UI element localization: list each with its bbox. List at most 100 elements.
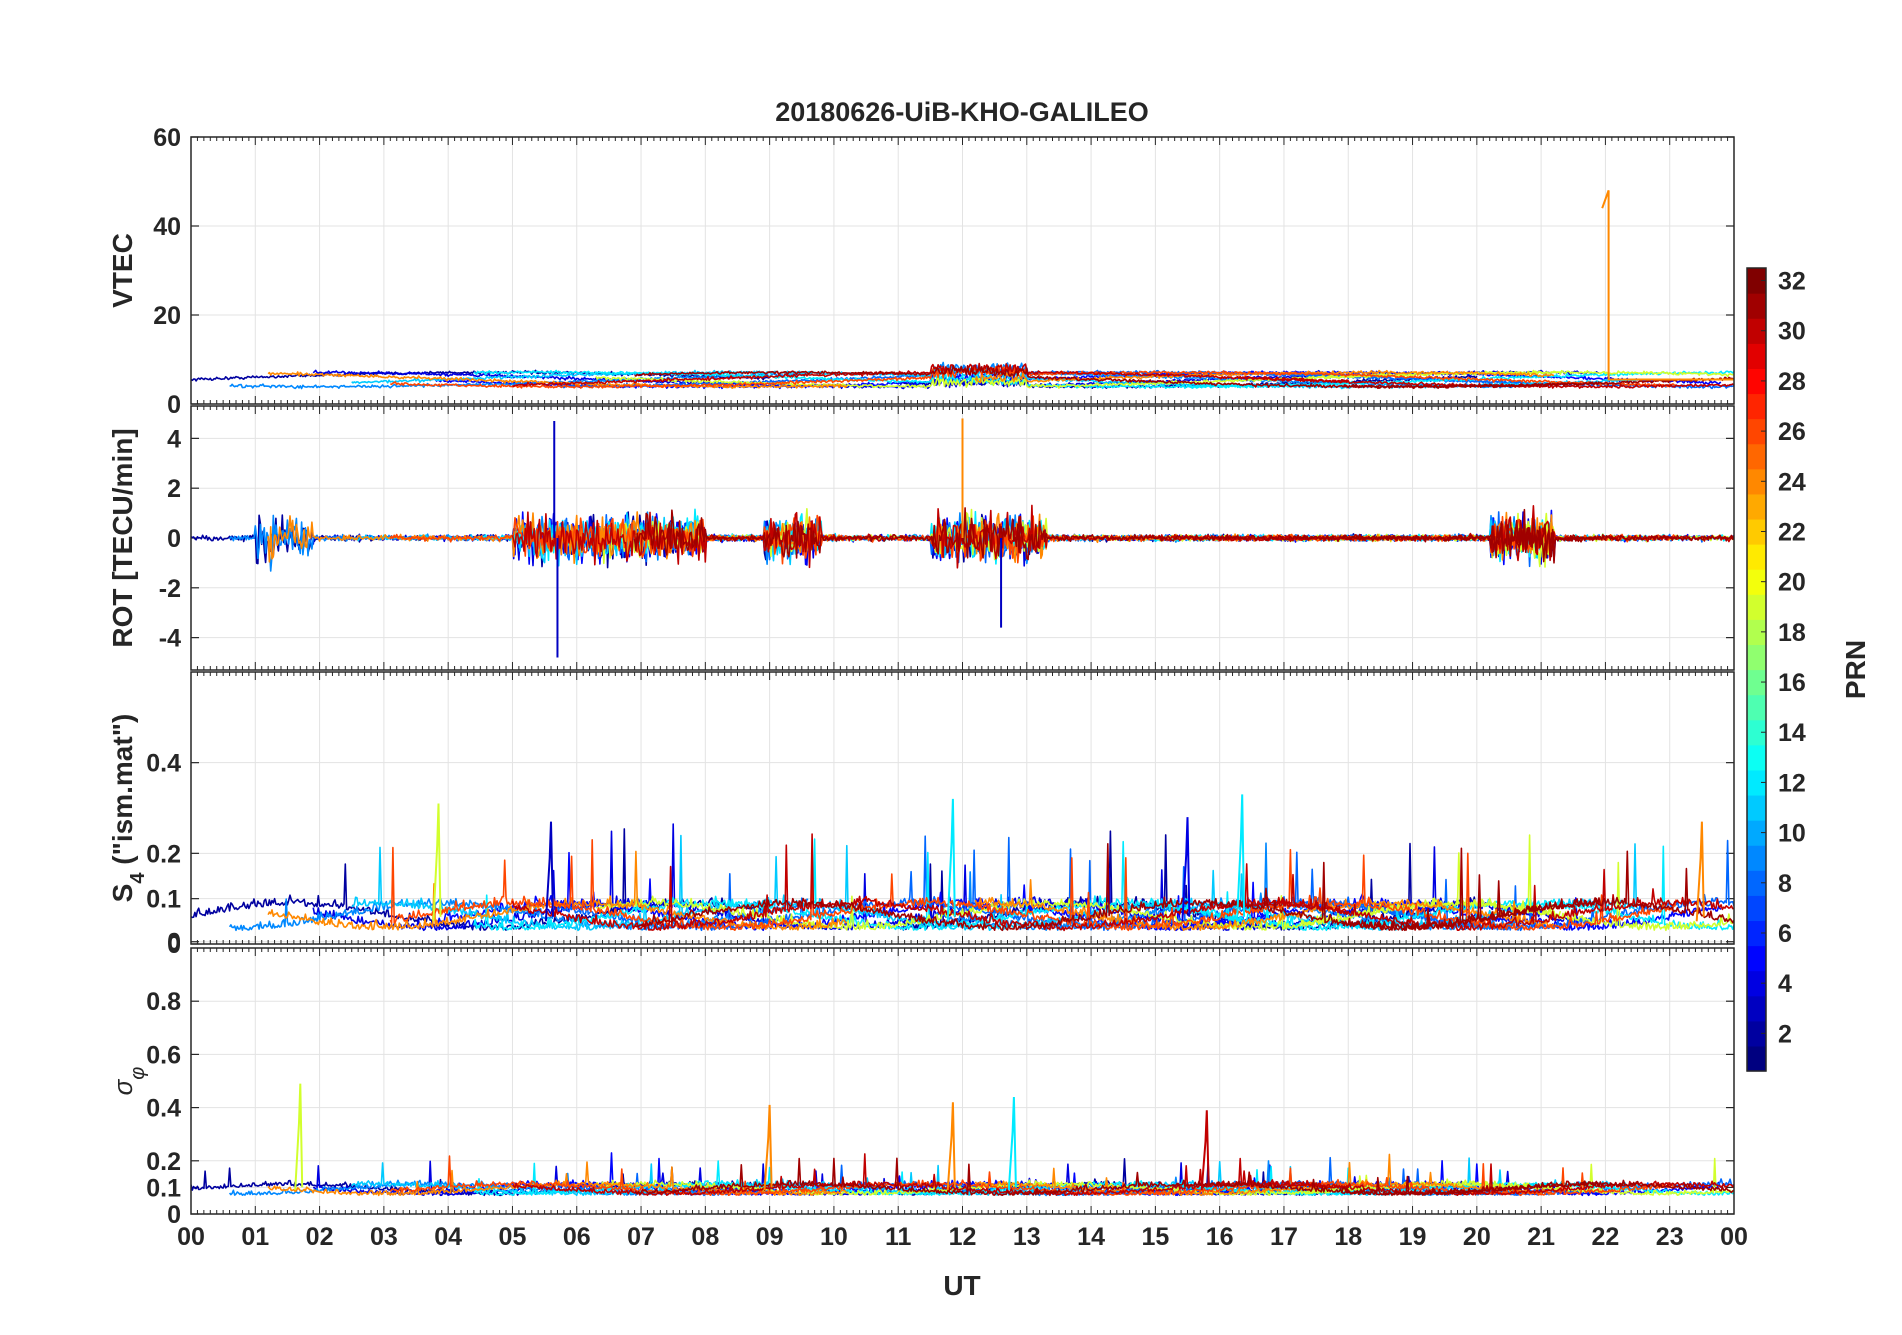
colorbar-cell bbox=[1747, 1020, 1766, 1047]
y-tick-label: 4 bbox=[167, 425, 181, 453]
x-axis-label: UT bbox=[943, 1270, 980, 1301]
colorbar-tick-label: 16 bbox=[1778, 669, 1806, 697]
series-prn-24 bbox=[974, 1153, 1555, 1197]
colorbar-cell bbox=[1747, 669, 1766, 696]
colorbar-cell bbox=[1747, 268, 1766, 294]
colorbar-cell bbox=[1747, 619, 1766, 646]
x-tick-label: 10 bbox=[820, 1223, 848, 1251]
colorbar-tick-label: 10 bbox=[1778, 820, 1806, 848]
y-tick-label: 0.4 bbox=[146, 750, 181, 778]
colorbar-cell bbox=[1747, 393, 1766, 420]
colorbar-tick-label: 28 bbox=[1778, 368, 1806, 396]
x-tick-label: 19 bbox=[1399, 1223, 1427, 1251]
ylabel-subscript: 4 bbox=[127, 872, 149, 884]
ylabel-rest: ("ism.mat") bbox=[107, 714, 138, 873]
peak-prn-4 bbox=[1181, 817, 1191, 922]
colorbar-cell bbox=[1747, 945, 1766, 972]
peak-prn-12 bbox=[1236, 794, 1246, 922]
x-tick-label: 22 bbox=[1592, 1223, 1620, 1251]
colorbar-cell bbox=[1747, 995, 1766, 1022]
colorbar-cell bbox=[1747, 368, 1766, 395]
x-tick-label: 00 bbox=[1720, 1223, 1748, 1251]
x-tick-label: 12 bbox=[949, 1223, 977, 1251]
y-tick-label: 0.6 bbox=[146, 1041, 181, 1069]
x-tick-label: 18 bbox=[1334, 1223, 1362, 1251]
ylabel-subscript: φ bbox=[127, 1067, 149, 1080]
x-tick-label: 01 bbox=[241, 1223, 269, 1251]
y-tick-label: 60 bbox=[153, 124, 181, 152]
x-tick-label: 13 bbox=[1013, 1223, 1041, 1251]
colorbar-tick-label: 20 bbox=[1778, 569, 1806, 597]
peak-prn-30 bbox=[1200, 1110, 1210, 1191]
x-tick-label: 17 bbox=[1270, 1223, 1298, 1251]
chart-title: 20180626-UiB-KHO-GALILEO bbox=[775, 97, 1149, 127]
colorbar-cell bbox=[1747, 694, 1766, 721]
panel-rot-frame bbox=[190, 405, 1735, 671]
y-tick-label: 0.4 bbox=[146, 1095, 181, 1123]
y-tick-label: 40 bbox=[153, 213, 181, 241]
series-prn-2 bbox=[191, 511, 771, 569]
y-tick-label: 0 bbox=[167, 391, 181, 419]
series-prn-12 bbox=[473, 369, 1310, 390]
colorbar-cell bbox=[1747, 493, 1766, 520]
x-axis: 00 01 02 03 04 05 06 07 08 09 10 11 12 13 14 15 16 17 18 19… bbox=[177, 1223, 1748, 1251]
x-tick-label: 03 bbox=[370, 1223, 398, 1251]
panel-sigma: 00.10.2 0.4 0.6 0.8 σφ bbox=[108, 947, 1735, 1229]
colorbar-cell bbox=[1747, 468, 1766, 495]
y-tick-label: 0 bbox=[167, 931, 181, 959]
colorbar-cell bbox=[1747, 318, 1766, 344]
colorbar-tick-label: 32 bbox=[1778, 268, 1806, 296]
series-prn-19 bbox=[1302, 1157, 1734, 1196]
colorbar-cell bbox=[1747, 293, 1766, 319]
peak-prn-3 bbox=[544, 821, 554, 922]
peak-prn-12 bbox=[946, 798, 956, 922]
series-prn-30 bbox=[1219, 1163, 1734, 1196]
x-tick-label: 00 bbox=[177, 1223, 205, 1251]
series-prn-31 bbox=[1341, 850, 1734, 931]
panel-sigma-ylabel: σφ bbox=[108, 1067, 149, 1096]
series-prn-26 bbox=[389, 1155, 1099, 1196]
x-tick-label: 14 bbox=[1077, 1223, 1105, 1251]
panel-vtec: 0 20 40 60 VTEC bbox=[107, 124, 1735, 419]
x-tick-label: 16 bbox=[1206, 1223, 1234, 1251]
colorbar-tick-label: 18 bbox=[1778, 619, 1806, 647]
colorbar-cell bbox=[1747, 343, 1766, 369]
panel-rot: -4 -2 0 2 4 ROT [TECU/min] bbox=[107, 405, 1735, 671]
panel-rot-ylabel: ROT [TECU/min] bbox=[107, 428, 138, 647]
series-prn-2 bbox=[191, 369, 770, 382]
peak-prn-24 bbox=[763, 1104, 773, 1191]
colorbar-cell bbox=[1747, 518, 1766, 545]
colorbar-cell bbox=[1747, 719, 1766, 746]
y-tick-label: 0 bbox=[167, 1201, 181, 1229]
colorbar-tick-label: 24 bbox=[1778, 468, 1806, 496]
x-tick-label: 20 bbox=[1463, 1223, 1491, 1251]
x-tick-label: 07 bbox=[627, 1223, 655, 1251]
peak-prn-12 bbox=[1007, 1096, 1017, 1191]
x-tick-label: 15 bbox=[1141, 1223, 1169, 1251]
panel-vtec-series bbox=[191, 190, 1734, 390]
series-prn-24 bbox=[974, 878, 1555, 932]
colorbar-cell bbox=[1747, 1045, 1766, 1072]
y-tick-label: 0.1 bbox=[146, 1174, 181, 1202]
y-tick-label: 0 bbox=[167, 929, 181, 957]
series-prn-31 bbox=[1341, 1179, 1734, 1196]
y-tick-label: 0 bbox=[167, 525, 181, 553]
y-tick-label: 2 bbox=[167, 475, 181, 503]
colorbar-tick-label: 4 bbox=[1778, 970, 1792, 998]
y-tick-label: 0.2 bbox=[146, 840, 181, 868]
colorbar-cell bbox=[1747, 895, 1766, 922]
series-prn-31 bbox=[1341, 519, 1734, 564]
series-prn-24 bbox=[267, 850, 848, 931]
panel-vtec-ylabel: VTEC bbox=[107, 233, 138, 308]
panel-sigma-series bbox=[191, 1083, 1734, 1197]
colorbar-cell bbox=[1747, 794, 1766, 821]
peak-prn-24 bbox=[946, 1102, 956, 1191]
colorbar-cell bbox=[1747, 920, 1766, 947]
series-prn-24 bbox=[974, 369, 1555, 384]
y-tick-label: 0.8 bbox=[146, 988, 181, 1016]
x-tick-label: 08 bbox=[691, 1223, 719, 1251]
x-tick-label: 11 bbox=[885, 1223, 912, 1251]
colorbar-tick-label: 26 bbox=[1778, 418, 1806, 446]
